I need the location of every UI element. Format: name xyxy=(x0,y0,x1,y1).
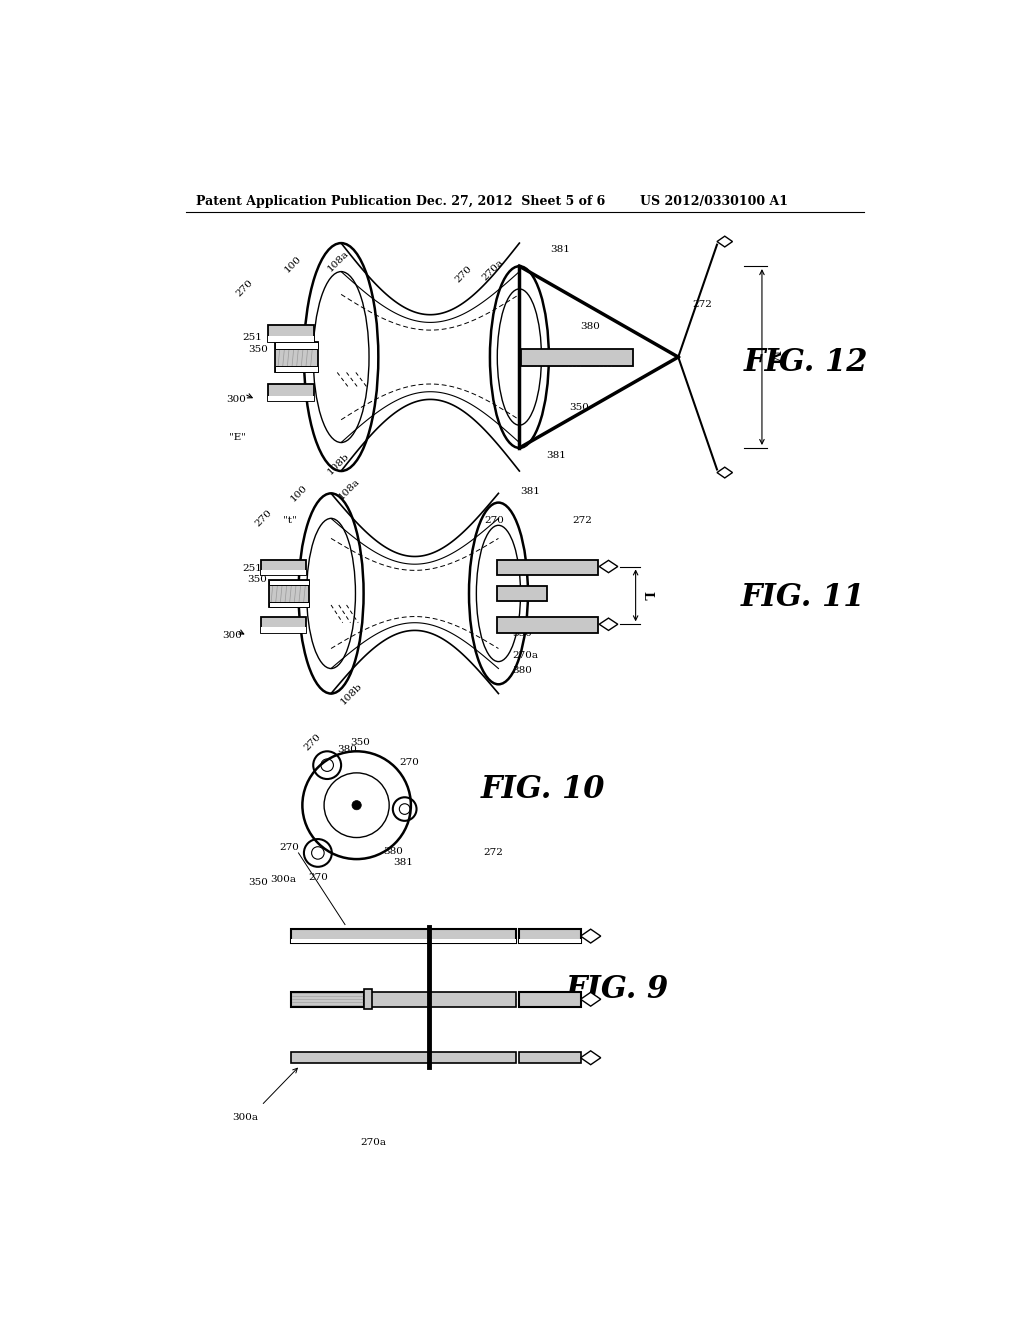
Text: 350: 350 xyxy=(248,345,268,354)
Text: 108b: 108b xyxy=(339,681,364,706)
Polygon shape xyxy=(717,467,732,478)
Polygon shape xyxy=(581,993,601,1006)
Polygon shape xyxy=(581,1051,601,1065)
Text: FIG. 9: FIG. 9 xyxy=(566,974,669,1006)
Text: 300a: 300a xyxy=(270,875,296,884)
Text: 381: 381 xyxy=(547,451,566,461)
FancyBboxPatch shape xyxy=(371,991,515,1007)
Text: 270a: 270a xyxy=(512,651,539,660)
FancyBboxPatch shape xyxy=(267,325,314,342)
FancyBboxPatch shape xyxy=(521,348,633,366)
FancyBboxPatch shape xyxy=(275,366,317,372)
FancyBboxPatch shape xyxy=(269,579,309,607)
FancyBboxPatch shape xyxy=(269,579,309,585)
FancyBboxPatch shape xyxy=(291,929,515,942)
Text: "t": "t" xyxy=(283,516,297,525)
Text: 381: 381 xyxy=(550,244,570,253)
FancyBboxPatch shape xyxy=(497,618,598,632)
FancyBboxPatch shape xyxy=(261,627,306,632)
FancyBboxPatch shape xyxy=(519,991,582,1007)
FancyBboxPatch shape xyxy=(269,602,309,607)
Text: 350: 350 xyxy=(248,576,267,583)
Text: FIG. 12: FIG. 12 xyxy=(744,347,868,378)
FancyBboxPatch shape xyxy=(267,396,314,401)
Text: 380: 380 xyxy=(512,667,532,675)
FancyBboxPatch shape xyxy=(267,337,314,342)
FancyBboxPatch shape xyxy=(519,929,582,942)
Text: 100: 100 xyxy=(289,483,309,503)
Text: 270: 270 xyxy=(234,277,255,298)
Text: 270: 270 xyxy=(454,264,474,284)
FancyBboxPatch shape xyxy=(261,570,306,576)
Text: 109: 109 xyxy=(283,359,303,368)
Text: L: L xyxy=(640,590,653,599)
Text: US 2012/0330100 A1: US 2012/0330100 A1 xyxy=(640,195,787,209)
Text: 272: 272 xyxy=(692,300,712,309)
Text: 270a: 270a xyxy=(480,257,506,282)
Text: 270: 270 xyxy=(302,731,323,752)
FancyBboxPatch shape xyxy=(261,618,306,632)
Text: 253: 253 xyxy=(512,590,532,599)
Polygon shape xyxy=(581,929,601,942)
Text: 381: 381 xyxy=(520,487,540,496)
Text: 253: 253 xyxy=(567,351,588,360)
Text: 350: 350 xyxy=(248,878,268,887)
Text: 251: 251 xyxy=(242,334,262,342)
Text: 270: 270 xyxy=(399,759,419,767)
Text: 380: 380 xyxy=(337,746,357,754)
Text: Patent Application Publication: Patent Application Publication xyxy=(197,195,412,209)
FancyBboxPatch shape xyxy=(275,342,317,372)
FancyBboxPatch shape xyxy=(291,991,365,1007)
Text: M: M xyxy=(767,350,779,364)
Text: 108a: 108a xyxy=(326,248,350,273)
Polygon shape xyxy=(717,236,732,247)
Text: 100: 100 xyxy=(283,255,303,275)
Text: 251: 251 xyxy=(242,565,262,573)
Text: 380: 380 xyxy=(580,322,600,331)
Text: 272: 272 xyxy=(572,516,592,525)
FancyBboxPatch shape xyxy=(519,940,582,942)
FancyBboxPatch shape xyxy=(519,1052,582,1063)
Polygon shape xyxy=(599,618,617,631)
FancyBboxPatch shape xyxy=(497,560,598,576)
Text: 350: 350 xyxy=(512,630,532,638)
Text: 300a: 300a xyxy=(232,1113,259,1122)
Text: 109: 109 xyxy=(275,590,295,599)
Text: 272: 272 xyxy=(483,849,503,858)
FancyBboxPatch shape xyxy=(497,586,547,601)
FancyBboxPatch shape xyxy=(291,940,515,942)
FancyBboxPatch shape xyxy=(267,384,314,401)
Circle shape xyxy=(352,800,361,810)
Text: 270: 270 xyxy=(308,873,329,882)
Text: FIG. 11: FIG. 11 xyxy=(740,582,864,612)
Text: 300: 300 xyxy=(222,631,243,640)
Text: Dec. 27, 2012  Sheet 5 of 6: Dec. 27, 2012 Sheet 5 of 6 xyxy=(417,195,605,209)
Text: 270: 270 xyxy=(484,516,505,525)
FancyBboxPatch shape xyxy=(365,989,372,1010)
FancyBboxPatch shape xyxy=(291,1052,515,1063)
Text: 108a: 108a xyxy=(337,477,362,502)
Text: 270a: 270a xyxy=(360,1138,386,1147)
Text: 350: 350 xyxy=(569,403,590,412)
Text: "E": "E" xyxy=(228,433,246,442)
FancyBboxPatch shape xyxy=(275,342,317,348)
FancyBboxPatch shape xyxy=(261,560,306,576)
Text: 381: 381 xyxy=(393,858,413,867)
Text: 108b: 108b xyxy=(326,450,351,477)
Text: FIG. 10: FIG. 10 xyxy=(480,775,605,805)
Text: 300: 300 xyxy=(226,395,247,404)
Text: 380: 380 xyxy=(384,847,403,855)
Text: 350: 350 xyxy=(350,738,371,747)
Text: 270: 270 xyxy=(280,843,299,851)
Text: 270: 270 xyxy=(254,508,274,528)
Polygon shape xyxy=(599,561,617,573)
